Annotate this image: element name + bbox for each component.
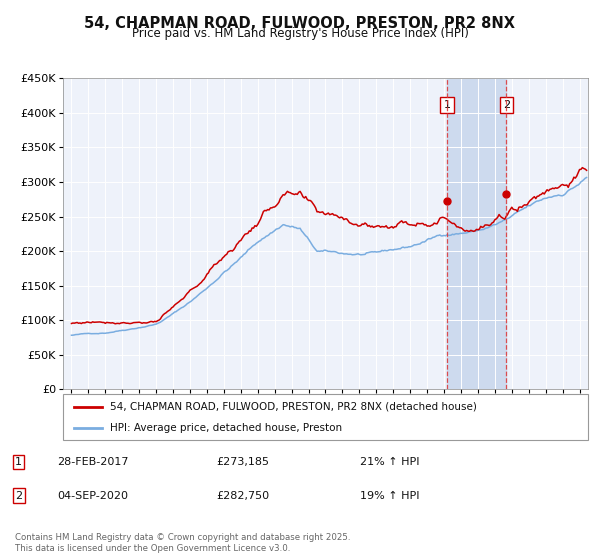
Text: 28-FEB-2017: 28-FEB-2017: [57, 457, 128, 467]
Text: 1: 1: [15, 457, 22, 467]
Bar: [447, 78, 506, 389]
Text: £273,185: £273,185: [216, 457, 269, 467]
Text: Contains HM Land Registry data © Crown copyright and database right 2025.
This d: Contains HM Land Registry data © Crown c…: [15, 533, 350, 553]
Text: 54, CHAPMAN ROAD, FULWOOD, PRESTON, PR2 8NX: 54, CHAPMAN ROAD, FULWOOD, PRESTON, PR2 …: [85, 16, 515, 31]
Text: 2: 2: [15, 491, 22, 501]
Text: 19% ↑ HPI: 19% ↑ HPI: [360, 491, 419, 501]
Text: 2: 2: [503, 100, 510, 110]
Text: HPI: Average price, detached house, Preston: HPI: Average price, detached house, Pres…: [110, 423, 343, 433]
Text: Price paid vs. HM Land Registry's House Price Index (HPI): Price paid vs. HM Land Registry's House …: [131, 27, 469, 40]
Text: 54, CHAPMAN ROAD, FULWOOD, PRESTON, PR2 8NX (detached house): 54, CHAPMAN ROAD, FULWOOD, PRESTON, PR2 …: [110, 402, 477, 412]
FancyBboxPatch shape: [63, 394, 588, 440]
Text: £282,750: £282,750: [216, 491, 269, 501]
Text: 1: 1: [443, 100, 451, 110]
Text: 04-SEP-2020: 04-SEP-2020: [57, 491, 128, 501]
Text: 21% ↑ HPI: 21% ↑ HPI: [360, 457, 419, 467]
